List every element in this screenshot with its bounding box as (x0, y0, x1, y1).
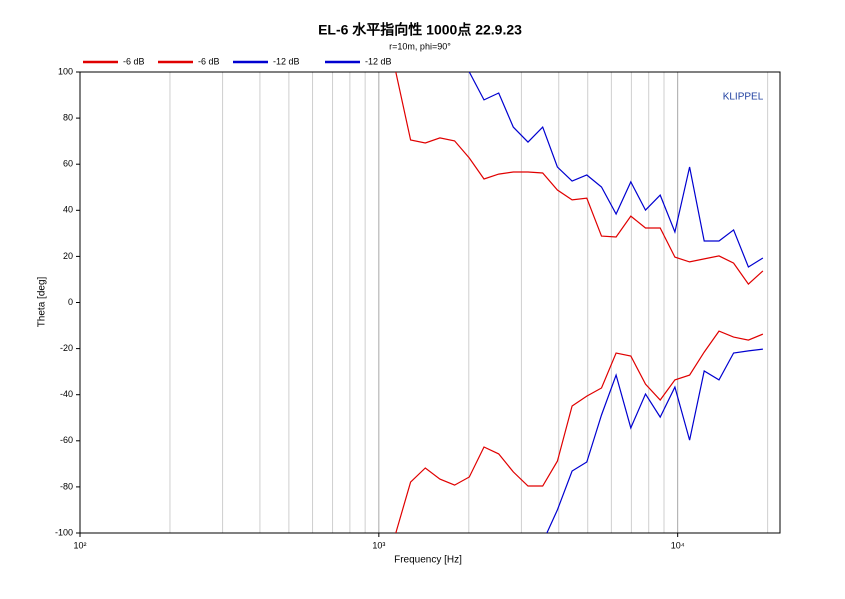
series-line (395, 330, 764, 533)
x-tick-label: 10³ (372, 540, 385, 550)
series-line (546, 348, 763, 533)
legend-label: -12 dB (273, 56, 300, 66)
y-tick-label: -60 (60, 435, 73, 445)
x-tick-label: 10⁴ (671, 540, 685, 550)
y-tick-label: -80 (60, 481, 73, 491)
y-tick-label: 20 (63, 251, 73, 261)
legend-label: -6 dB (123, 56, 145, 66)
legend-label: -6 dB (198, 56, 220, 66)
x-tick-label: 10² (73, 540, 86, 550)
y-tick-label: 80 (63, 112, 73, 122)
series-line (395, 72, 764, 286)
chart-subtitle: r=10m, phi=90° (389, 41, 451, 51)
x-axis-label: Frequency [Hz] (394, 555, 462, 566)
annotation: KLIPPEL (723, 92, 764, 103)
y-tick-label: 0 (68, 297, 73, 307)
series-line (468, 72, 764, 268)
y-axis-label: Theta [deg] (37, 276, 48, 327)
legend-label: -12 dB (365, 56, 392, 66)
plot-frame (79, 71, 781, 534)
y-tick-label: -20 (60, 343, 73, 353)
y-tick-label: -100 (55, 527, 73, 537)
y-tick-label: -40 (60, 389, 73, 399)
chart-title: EL-6 水平指向性 1000点 22.9.23 (318, 22, 522, 38)
y-tick-label: 60 (63, 159, 73, 169)
y-tick-label: 100 (58, 66, 73, 76)
y-tick-label: 40 (63, 205, 73, 215)
